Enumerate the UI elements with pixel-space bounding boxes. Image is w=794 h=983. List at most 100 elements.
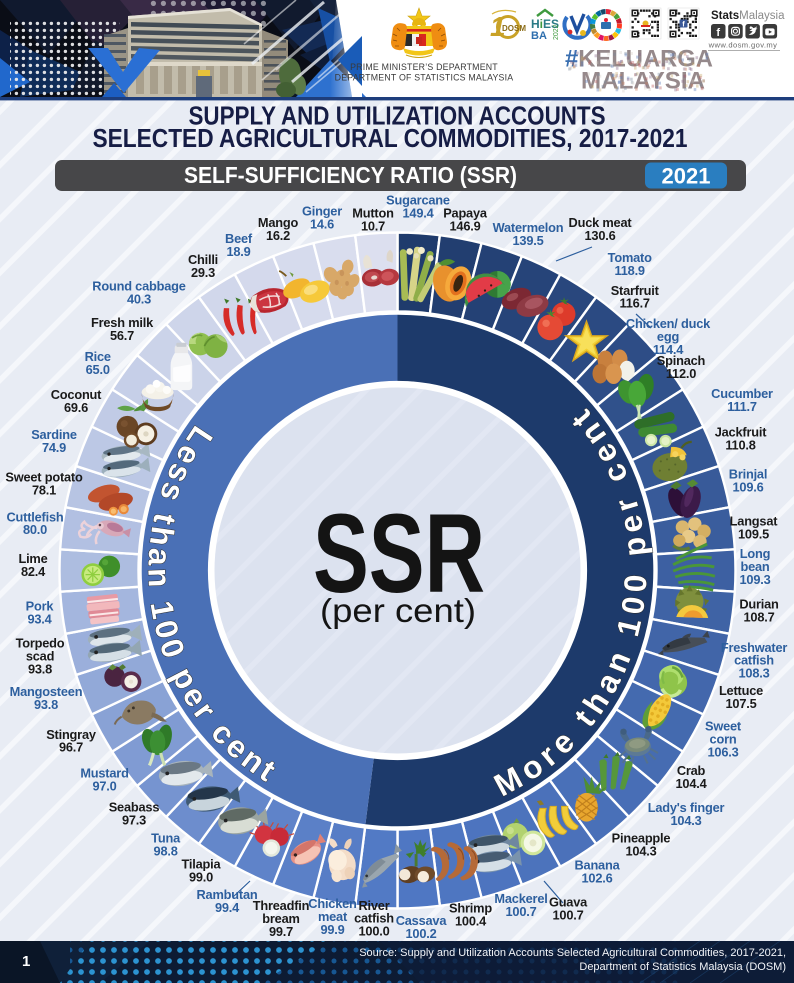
svg-text:BA: BA — [531, 30, 547, 42]
svg-text:97.0: 97.0 — [92, 778, 116, 793]
svg-text:DOSM: DOSM — [502, 24, 526, 33]
svg-text:Duck meat: Duck meat — [569, 215, 633, 230]
svg-text:Watermelon: Watermelon — [493, 220, 564, 235]
svg-text:(per cent): (per cent) — [320, 592, 476, 629]
svg-text:Banana: Banana — [574, 858, 620, 873]
svg-text:scad: scad — [26, 649, 54, 664]
svg-text:2022: 2022 — [553, 24, 560, 40]
svg-text:Round cabbage: Round cabbage — [92, 279, 185, 294]
svg-text:93.4: 93.4 — [27, 611, 52, 626]
svg-text:Mustard: Mustard — [80, 766, 128, 781]
svg-text:116.7: 116.7 — [620, 296, 650, 311]
svg-text:Crab: Crab — [677, 763, 706, 778]
svg-text:139.5: 139.5 — [512, 233, 543, 248]
svg-text:65.0: 65.0 — [86, 362, 110, 377]
svg-text:93.8: 93.8 — [28, 662, 52, 677]
svg-text:98.8: 98.8 — [154, 843, 178, 858]
svg-text:Chicken: Chicken — [308, 896, 357, 911]
svg-text:Sweet potato: Sweet potato — [5, 470, 83, 485]
svg-text:Mutton: Mutton — [352, 205, 394, 220]
svg-text:130.6: 130.6 — [584, 228, 615, 243]
svg-text:Tuna: Tuna — [151, 831, 181, 846]
svg-text:Guava: Guava — [549, 895, 588, 910]
svg-text:118.9: 118.9 — [615, 263, 645, 278]
svg-text:corn: corn — [710, 731, 737, 746]
svg-text:Mango: Mango — [258, 215, 299, 230]
svg-text:18.9: 18.9 — [226, 244, 250, 259]
svg-text:93.8: 93.8 — [34, 697, 58, 712]
svg-text:Lime: Lime — [18, 551, 47, 566]
svg-text:SELECTED AGRICULTURAL COMMODIT: SELECTED AGRICULTURAL COMMODITIES, 2017-… — [93, 123, 688, 153]
svg-text:River: River — [358, 898, 389, 913]
svg-text:74.9: 74.9 — [42, 440, 66, 455]
svg-text:56.7: 56.7 — [110, 328, 134, 343]
svg-text:StatsMalaysia: StatsMalaysia — [711, 10, 785, 22]
svg-text:f: f — [716, 27, 720, 39]
svg-text:82.4: 82.4 — [21, 564, 46, 579]
svg-text:104.3: 104.3 — [670, 813, 701, 828]
svg-text:108.3: 108.3 — [738, 666, 769, 681]
svg-text:Freshwater: Freshwater — [721, 640, 787, 655]
svg-text:Torpedo: Torpedo — [16, 636, 65, 651]
svg-text:16.2: 16.2 — [266, 228, 290, 243]
svg-text:#KELUARGA: #KELUARGA — [565, 46, 713, 73]
svg-text:10.7: 10.7 — [361, 218, 385, 233]
svg-text:Chilli: Chilli — [188, 252, 218, 267]
svg-text:Cuttlefish: Cuttlefish — [6, 509, 63, 524]
svg-text:Source: Supply and Utilization: Source: Supply and Utilization Accounts … — [359, 947, 786, 959]
svg-text:109.6: 109.6 — [732, 479, 763, 494]
svg-text:PRIME MINISTER’S DEPARTMENT: PRIME MINISTER’S DEPARTMENT — [350, 62, 498, 72]
svg-text:bean: bean — [740, 559, 769, 574]
svg-text:80.0: 80.0 — [23, 522, 47, 537]
svg-text:Lettuce: Lettuce — [719, 683, 763, 698]
svg-text:Spinach: Spinach — [657, 353, 706, 368]
svg-text:97.3: 97.3 — [122, 812, 146, 827]
svg-text:Lady's finger: Lady's finger — [648, 800, 725, 815]
svg-text:Ginger: Ginger — [302, 204, 342, 219]
svg-text:104.3: 104.3 — [625, 843, 656, 858]
svg-text:Fresh milk: Fresh milk — [91, 315, 154, 330]
svg-text:104.4: 104.4 — [675, 776, 707, 791]
svg-text:DEPARTMENT OF STATISTICS MALAY: DEPARTMENT OF STATISTICS MALAYSIA — [335, 73, 514, 83]
svg-text:111.7: 111.7 — [727, 399, 757, 414]
svg-text:Shrimp: Shrimp — [449, 901, 492, 916]
svg-text:29.3: 29.3 — [191, 265, 215, 280]
svg-text:2021: 2021 — [662, 164, 711, 189]
svg-text:Cassava: Cassava — [396, 913, 448, 928]
svg-text:f: f — [682, 19, 685, 28]
svg-text:99.4: 99.4 — [215, 900, 240, 915]
svg-text:SELF-SUFFICIENCY RATIO (SSR): SELF-SUFFICIENCY RATIO (SSR) — [184, 162, 517, 188]
svg-text:Starfruit: Starfruit — [611, 283, 660, 298]
svg-text:100.7: 100.7 — [505, 904, 536, 919]
svg-text:109.5: 109.5 — [738, 526, 769, 541]
svg-text:69.6: 69.6 — [64, 400, 88, 415]
svg-text:Chicken/ duck: Chicken/ duck — [626, 316, 711, 331]
svg-text:96.7: 96.7 — [59, 740, 83, 755]
svg-text:100.2: 100.2 — [405, 926, 436, 941]
svg-text:40.3: 40.3 — [127, 291, 151, 306]
svg-text:Brinjal: Brinjal — [729, 467, 767, 482]
svg-text:114.4: 114.4 — [653, 342, 684, 357]
svg-text:Durian: Durian — [739, 597, 779, 612]
svg-text:99.9: 99.9 — [320, 922, 344, 937]
svg-text:Mackerel: Mackerel — [494, 891, 547, 906]
svg-text:Mangosteen: Mangosteen — [10, 684, 83, 699]
svg-text:78.1: 78.1 — [32, 482, 56, 497]
svg-text:Threadfin: Threadfin — [253, 898, 310, 913]
svg-text:Langsat: Langsat — [730, 514, 779, 529]
svg-text:14.6: 14.6 — [310, 217, 334, 232]
svg-text:Sugarcane: Sugarcane — [386, 193, 450, 208]
svg-text:Sweet: Sweet — [705, 719, 742, 734]
svg-text:Jackfruit: Jackfruit — [715, 425, 767, 440]
svg-text:Pork: Pork — [26, 599, 55, 614]
svg-text:Cucumber: Cucumber — [711, 386, 773, 401]
svg-text:Stingray: Stingray — [46, 727, 97, 742]
svg-text:meat: meat — [318, 909, 348, 924]
svg-text:SUPPLY AND UTILIZATION ACCOUNT: SUPPLY AND UTILIZATION ACCOUNTS — [189, 101, 606, 131]
svg-text:100.7: 100.7 — [552, 907, 583, 922]
svg-text:108.7: 108.7 — [743, 609, 774, 624]
svg-text:109.3: 109.3 — [739, 572, 770, 587]
svg-text:Papaya: Papaya — [443, 205, 488, 220]
svg-text:Tomato: Tomato — [608, 250, 652, 265]
svg-text:www.dosm.gov.my: www.dosm.gov.my — [708, 41, 778, 50]
